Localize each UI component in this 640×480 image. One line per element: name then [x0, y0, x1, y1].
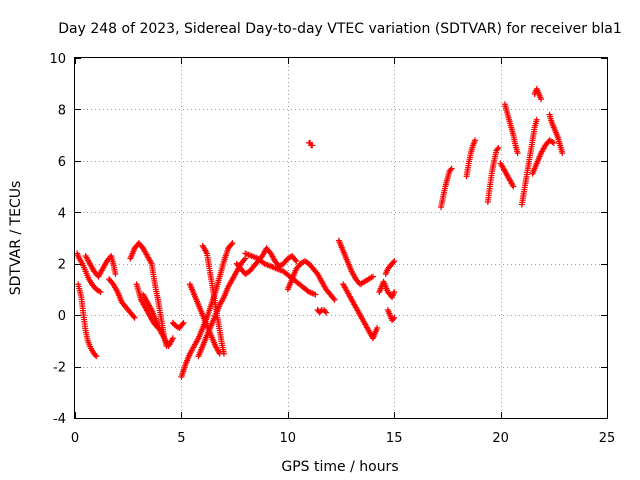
data-point: [331, 296, 338, 303]
series-arc-y: [484, 145, 502, 205]
y-tick-label: 8: [58, 103, 66, 118]
series-arc-s: [340, 281, 381, 342]
series-arc-ae: [546, 111, 566, 157]
data-point: [322, 308, 329, 315]
data-point: [229, 240, 236, 247]
data-point: [323, 309, 330, 316]
series-arc-ab: [518, 116, 540, 208]
series-arc-v: [384, 307, 398, 324]
data-point: [391, 314, 398, 321]
data-point: [242, 255, 249, 262]
series-arc-c: [82, 253, 119, 280]
data-point: [312, 291, 319, 298]
data-point: [391, 289, 398, 295]
series-arc-x: [463, 137, 479, 180]
axis-ticks: [75, 58, 608, 419]
series-arc-w: [438, 165, 455, 211]
series-arc-r: [335, 237, 376, 288]
y-tick-label: 0: [58, 309, 66, 324]
data-point: [447, 166, 454, 173]
series-arc-p: [306, 139, 316, 149]
data-point: [390, 259, 397, 266]
data-point: [292, 256, 299, 263]
data-point: [216, 350, 223, 357]
data-point: [559, 150, 566, 157]
series-arc-b: [75, 281, 100, 360]
data-point: [93, 353, 100, 360]
y-tick-label: 6: [58, 155, 66, 170]
series-arc-l: [186, 281, 223, 357]
series-arc-a: [74, 250, 104, 295]
data-point: [241, 256, 248, 263]
data-point: [510, 183, 517, 190]
data-point: [112, 271, 119, 277]
series-arc-h: [169, 319, 187, 331]
series-arc-j: [195, 255, 249, 360]
plot-frame: [74, 57, 608, 419]
series-arc-ad: [529, 137, 557, 177]
grid-lines: [75, 58, 607, 418]
data-point: [97, 289, 104, 295]
data-point: [369, 273, 376, 280]
x-tick-label: 20: [492, 431, 509, 446]
x-tick-label: 5: [177, 431, 185, 446]
data-point: [533, 116, 540, 123]
series-arc-t: [376, 278, 398, 301]
series-arc-i: [178, 240, 236, 380]
x-tick-label: 15: [386, 431, 403, 446]
x-tick-label: 10: [280, 431, 297, 446]
data-points: [74, 85, 566, 380]
y-tick-label: -2: [53, 361, 66, 376]
data-point: [169, 335, 176, 342]
series-arc-m: [233, 245, 300, 277]
data-point: [448, 165, 455, 172]
y-tick-label: 2: [58, 258, 66, 273]
data-point: [391, 258, 398, 265]
data-point: [514, 150, 521, 157]
data-point: [495, 145, 502, 151]
data-point: [228, 241, 235, 248]
series-arc-d: [106, 276, 138, 321]
y-axis-label: SDTVAR / TECUs: [8, 181, 24, 296]
data-point: [180, 319, 187, 326]
series-arc-g: [133, 281, 161, 331]
data-point: [374, 325, 381, 331]
data-point: [494, 146, 501, 153]
series-arc-aa: [501, 101, 521, 157]
data-point: [330, 295, 337, 302]
y-tick-labels: -4 -2 0 2 4 6 8 10: [49, 52, 66, 427]
series-arc-n: [242, 250, 319, 298]
data-point: [472, 137, 479, 144]
series-arc-z: [497, 160, 517, 190]
y-tick-label: 10: [49, 52, 66, 67]
x-axis-label: GPS time / hours: [281, 459, 398, 475]
x-tick-label: 0: [71, 431, 79, 446]
data-point: [309, 142, 316, 149]
data-point: [130, 313, 137, 320]
data-point: [92, 352, 99, 358]
y-tick-label: -4: [53, 412, 66, 427]
x-tick-label: 25: [599, 431, 616, 446]
series-arc-k: [199, 242, 227, 357]
data-point: [179, 321, 186, 328]
x-tick-labels: 0 5 10 15 20 25: [71, 431, 615, 446]
data-point: [293, 258, 300, 265]
data-point: [131, 314, 138, 321]
data-point: [538, 96, 545, 103]
series-arc-ac: [531, 85, 545, 103]
y-tick-label: 4: [58, 206, 66, 221]
series-arc-q: [314, 307, 330, 316]
chart-title: Day 248 of 2023, Sidereal Day-to-day VTE…: [58, 21, 621, 37]
series-arc-o: [284, 258, 338, 303]
series-arc-u: [382, 258, 398, 277]
data-point: [390, 316, 397, 322]
data-point: [550, 139, 557, 146]
data-point: [154, 325, 161, 331]
series-arc-f: [140, 291, 176, 349]
data-point: [153, 323, 160, 330]
